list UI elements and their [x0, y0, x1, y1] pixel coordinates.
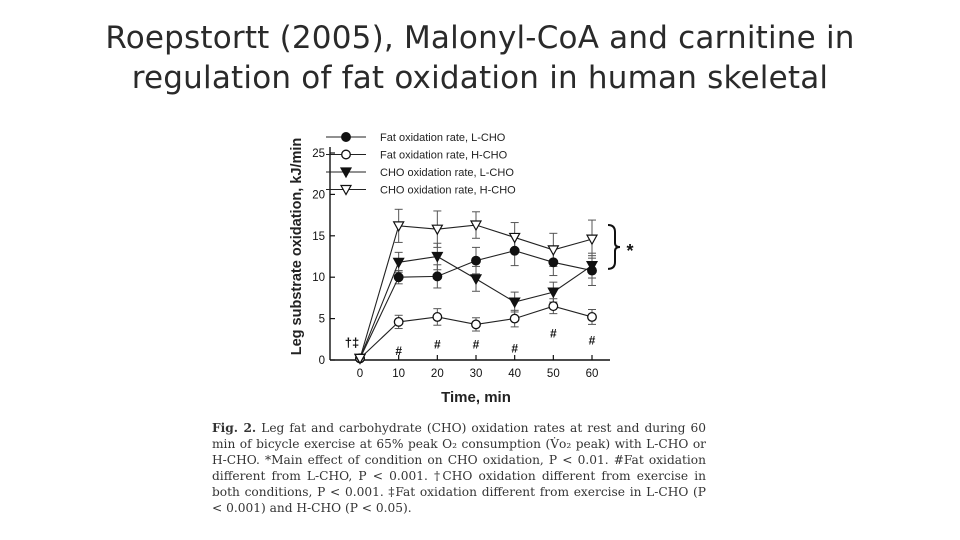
- significance-mark: †‡: [345, 335, 359, 350]
- x-tick-label: 60: [586, 368, 599, 380]
- data-point-series-4: [469, 220, 483, 232]
- legend-label: Fat oxidation rate, L-CHO: [380, 132, 506, 144]
- y-tick-label: 10: [312, 272, 325, 284]
- legend-marker: [339, 167, 353, 179]
- legend-label: CHO oxidation rate, L-CHO: [380, 167, 514, 179]
- slide-title: Roepstortt (2005), Malonyl-CoA and carni…: [0, 18, 960, 98]
- significance-mark: #: [473, 337, 480, 351]
- significance-mark: #: [511, 342, 518, 356]
- data-point-series-3: [469, 274, 483, 286]
- data-point-series-4: [431, 224, 444, 236]
- caption-text: Leg fat and carbohydrate (CHO) oxidation…: [212, 421, 707, 515]
- data-point-series-1: [432, 271, 443, 282]
- significance-mark: #: [395, 344, 402, 358]
- caption-lead: Fig. 2.: [212, 421, 257, 435]
- significance-mark: #: [550, 327, 557, 341]
- data-point-series-4: [392, 221, 405, 233]
- bracket: [607, 224, 621, 270]
- x-tick-label: 40: [508, 368, 521, 380]
- data-point-series-1: [548, 257, 559, 268]
- data-point-series-4: [508, 232, 521, 244]
- data-point-series-2: [393, 316, 404, 327]
- data-point-series-2: [432, 311, 443, 322]
- data-point-series-3: [431, 251, 444, 263]
- legend-marker: [339, 184, 353, 196]
- legend-marker: [341, 132, 351, 142]
- data-point-series-2: [548, 301, 559, 312]
- data-point-series-4: [353, 353, 367, 365]
- data-point-series-3: [547, 287, 560, 299]
- x-axis-label: Time, min: [441, 389, 511, 406]
- oxidation-chart: 0 5 10 15 20 25 0 10 20 30 40 50 60 Time, min Leg subs…: [289, 132, 634, 406]
- slide-title-line-2: regulation of fat oxidation in human ske…: [131, 60, 829, 96]
- data-point-series-1: [509, 245, 520, 256]
- bracket-asterisk: *: [626, 241, 633, 261]
- legend-label: Fat oxidation rate, H-CHO: [380, 150, 508, 162]
- y-tick-label: 15: [312, 231, 325, 243]
- data-point-series-2: [587, 311, 597, 322]
- y-tick-label: 20: [312, 189, 325, 201]
- x-tick-label: 50: [547, 368, 560, 380]
- legend-label: CHO oxidation rate, H-CHO: [380, 185, 516, 197]
- data-point-series-4: [585, 234, 599, 246]
- x-tick-label: 30: [470, 368, 483, 380]
- figure-caption: Fig. 2. Leg fat and carbohydrate (CHO) o…: [212, 420, 706, 516]
- y-tick-label: 5: [319, 314, 325, 326]
- data-point-series-3: [392, 257, 405, 269]
- slide-title-line-1: Roepstortt (2005), Malonyl-CoA and carni…: [105, 20, 855, 56]
- data-point-series-1: [393, 272, 404, 283]
- x-tick-label: 20: [431, 368, 444, 380]
- significance-mark: #: [589, 333, 596, 347]
- y-tick-label: 25: [312, 148, 325, 160]
- data-point-series-3: [508, 297, 521, 309]
- data-point-series-1: [471, 255, 481, 266]
- data-point-series-2: [471, 319, 481, 330]
- data-point-series-2: [509, 313, 520, 324]
- y-tick-label: 0: [319, 355, 325, 367]
- data-point-series-3: [585, 261, 599, 272]
- data-point-series-4: [547, 245, 560, 257]
- significance-mark: #: [434, 337, 441, 351]
- legend-marker: [341, 149, 351, 160]
- x-tick-label: 10: [392, 368, 405, 380]
- y-axis-label: Leg substrate oxidation, kJ/min: [289, 138, 305, 356]
- x-tick-label: 0: [357, 368, 363, 380]
